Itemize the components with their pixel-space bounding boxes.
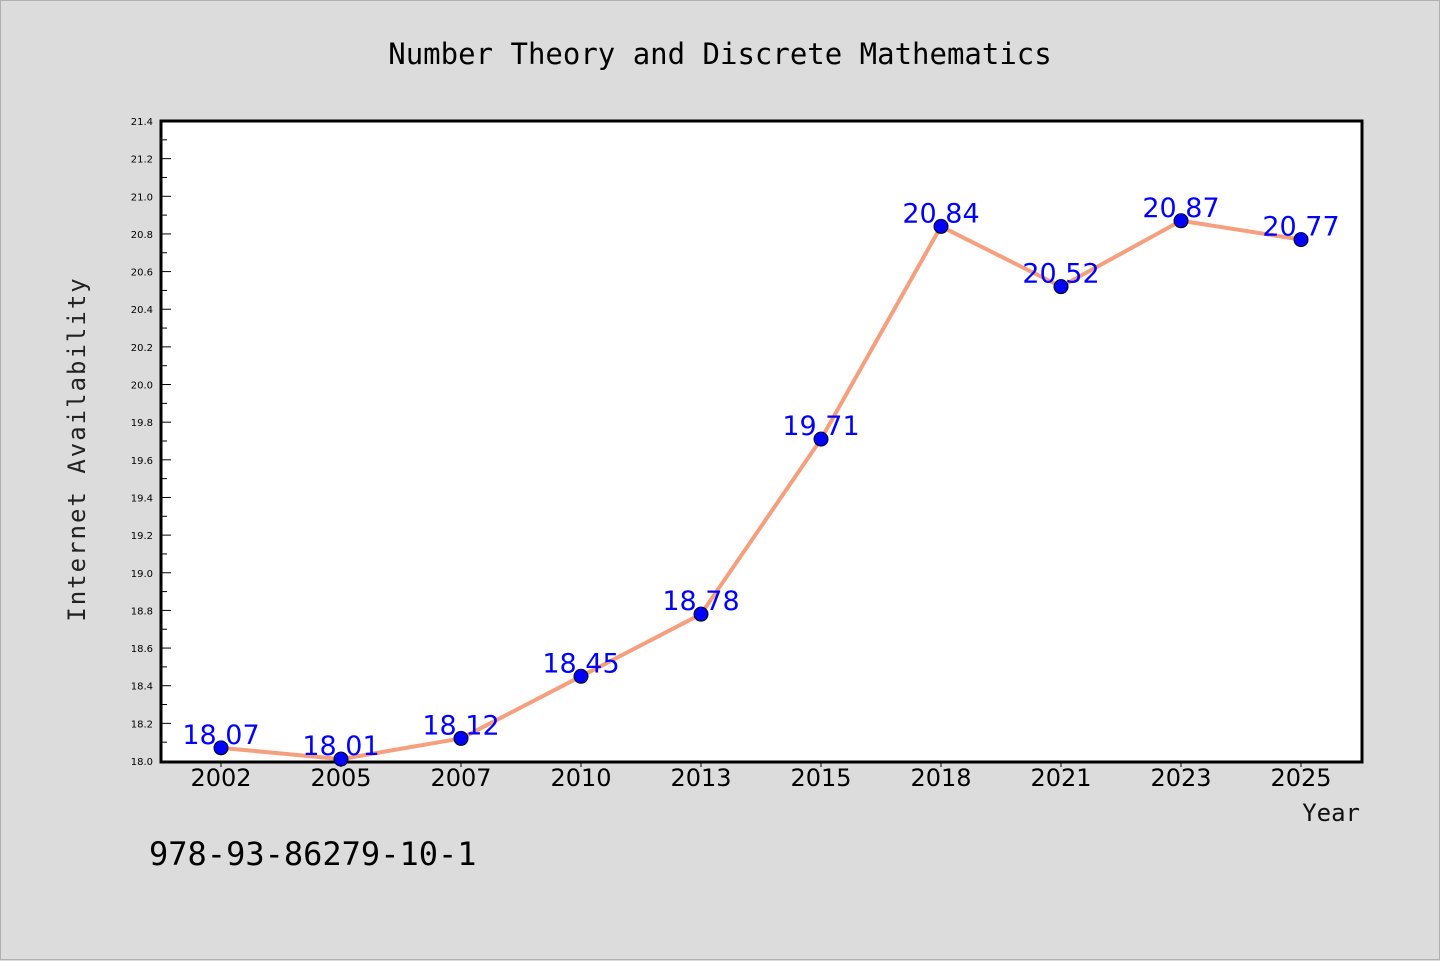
y-tick-label: 19.0 bbox=[131, 569, 153, 580]
x-tick-label: 2018 bbox=[910, 764, 971, 792]
x-tick-label: 2023 bbox=[1150, 764, 1211, 792]
data-label: 18.45 bbox=[542, 648, 619, 679]
data-point bbox=[213, 740, 229, 756]
data-label: 19.71 bbox=[782, 411, 859, 442]
x-tick-label: 2013 bbox=[670, 764, 731, 792]
y-tick-label: 18.8 bbox=[131, 606, 153, 617]
y-tick-label: 20.6 bbox=[131, 268, 153, 279]
x-axis: 2002 2005 2007 2010 2013 2015 2018 2021 2023 2025 bbox=[190, 762, 1332, 792]
y-tick-label: 21.4 bbox=[131, 117, 153, 128]
x-tick-label: 2007 bbox=[430, 764, 491, 792]
x-tick-label: 2021 bbox=[1030, 764, 1091, 792]
y-tick-label: 19.6 bbox=[131, 456, 153, 467]
plot-area bbox=[159, 119, 1364, 764]
x-tick-label: 2025 bbox=[1270, 764, 1331, 792]
y-tick-label: 18.2 bbox=[131, 719, 153, 730]
y-tick-label: 20.0 bbox=[131, 381, 153, 392]
data-point bbox=[1173, 213, 1189, 229]
data-label: 20.77 bbox=[1262, 212, 1339, 243]
data-point bbox=[1053, 279, 1069, 295]
data-point bbox=[453, 730, 469, 746]
y-axis: 18.0 18.2 18.4 18.6 18.8 19.0 19.2 19.4 19.6 19.8… bbox=[131, 117, 171, 768]
data-label: 18.78 bbox=[662, 586, 739, 617]
y-tick-label: 19.4 bbox=[131, 493, 153, 504]
data-point bbox=[813, 431, 829, 447]
data-label: 18.07 bbox=[182, 720, 259, 751]
data-label: 20.87 bbox=[1142, 193, 1219, 224]
data-label: 18.01 bbox=[302, 731, 379, 762]
x-tick-label: 2010 bbox=[550, 764, 611, 792]
y-tick-label: 18.0 bbox=[131, 757, 153, 768]
y-axis-label: Internet Availability bbox=[63, 276, 91, 621]
series-line bbox=[220, 218, 1302, 762]
x-tick-label: 2002 bbox=[190, 764, 251, 792]
data-point bbox=[1293, 232, 1309, 248]
data-label: 20.84 bbox=[902, 198, 979, 229]
y-tick-label: 21.2 bbox=[131, 155, 153, 166]
y-tick-label: 18.6 bbox=[131, 644, 153, 655]
x-tick-label: 2015 bbox=[790, 764, 851, 792]
footnote-isbn: 978-93-86279-10-1 bbox=[149, 835, 477, 873]
y-tick-label: 20.2 bbox=[131, 343, 153, 354]
data-point bbox=[333, 751, 349, 767]
data-point bbox=[693, 606, 709, 622]
chart-title: Number Theory and Discrete Mathematics bbox=[388, 37, 1051, 71]
data-label: 20.52 bbox=[1022, 259, 1099, 290]
y-tick-label: 18.4 bbox=[131, 682, 153, 693]
y-tick-label: 19.2 bbox=[131, 531, 153, 542]
y-tick-label: 20.8 bbox=[131, 230, 153, 241]
x-tick-label: 2005 bbox=[310, 764, 371, 792]
data-label: 18.12 bbox=[422, 710, 499, 741]
x-axis-label: Year bbox=[1302, 799, 1360, 827]
y-tick-label: 21.0 bbox=[131, 192, 153, 203]
data-point bbox=[573, 668, 589, 684]
y-tick-label: 19.8 bbox=[131, 418, 153, 429]
series-layer: 18.07 18.01 18.12 18.45 18.78 19.71 20.84 20.52… bbox=[182, 193, 1340, 767]
data-point bbox=[933, 218, 949, 234]
y-tick-label: 20.4 bbox=[131, 305, 153, 316]
